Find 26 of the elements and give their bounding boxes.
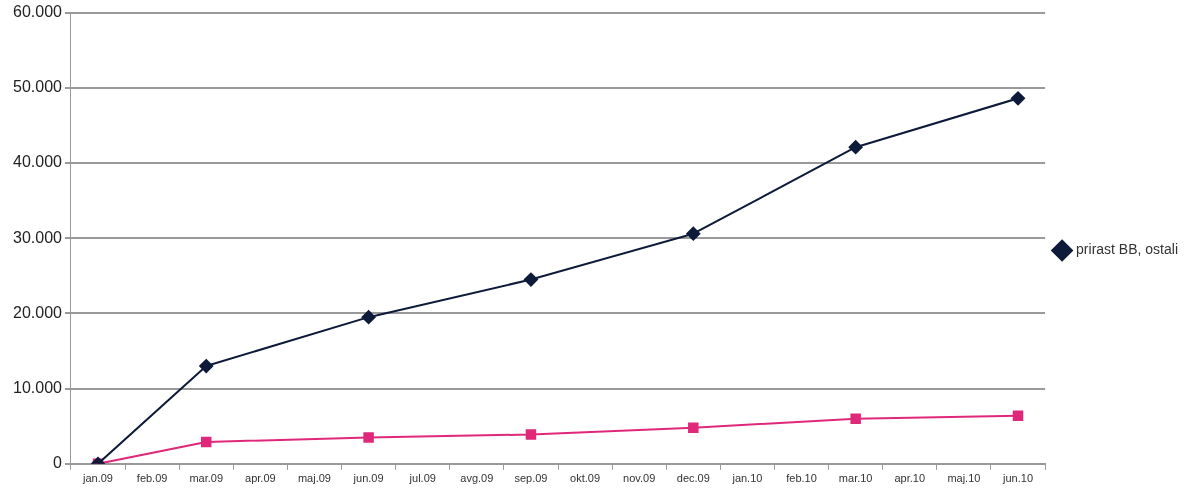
x-tick-label: nov.09: [623, 472, 656, 485]
x-tick-label: jan.10: [731, 472, 763, 485]
x-tick-label: okt.09: [570, 472, 601, 485]
y-tick-label: 10.000: [13, 379, 63, 397]
x-tick-label: mar.09: [189, 472, 224, 485]
x-tick-label: maj.09: [297, 472, 331, 485]
x-tick-label: apr.09: [245, 472, 276, 485]
x-tick-label: sep.09: [514, 472, 548, 485]
y-tick-label: 20.000: [13, 303, 63, 321]
y-tick-label: 0: [53, 454, 63, 472]
y-tick-label: 40.000: [13, 153, 63, 171]
x-tick-label: mar.10: [838, 472, 873, 485]
x-tick-label: jul.09: [408, 472, 436, 485]
x-tick-label: jan.09: [82, 472, 113, 485]
x-tick-label: feb.10: [786, 472, 817, 485]
legend-label: prirast BB, ostali: [1076, 241, 1179, 258]
y-tick-label: 30.000: [13, 228, 63, 246]
x-tick-label: jun.09: [352, 472, 384, 485]
x-tick-label: avg.09: [460, 472, 494, 485]
x-tick-label: dec.09: [676, 472, 710, 485]
x-tick-label: jun.10: [1002, 472, 1034, 485]
x-tick-label: apr.10: [894, 472, 926, 485]
y-tick-label: 60.000: [13, 3, 63, 21]
y-tick-label: 50.000: [13, 78, 63, 96]
x-tick-label: feb.09: [136, 472, 168, 485]
x-tick-label: maj.10: [947, 472, 981, 485]
